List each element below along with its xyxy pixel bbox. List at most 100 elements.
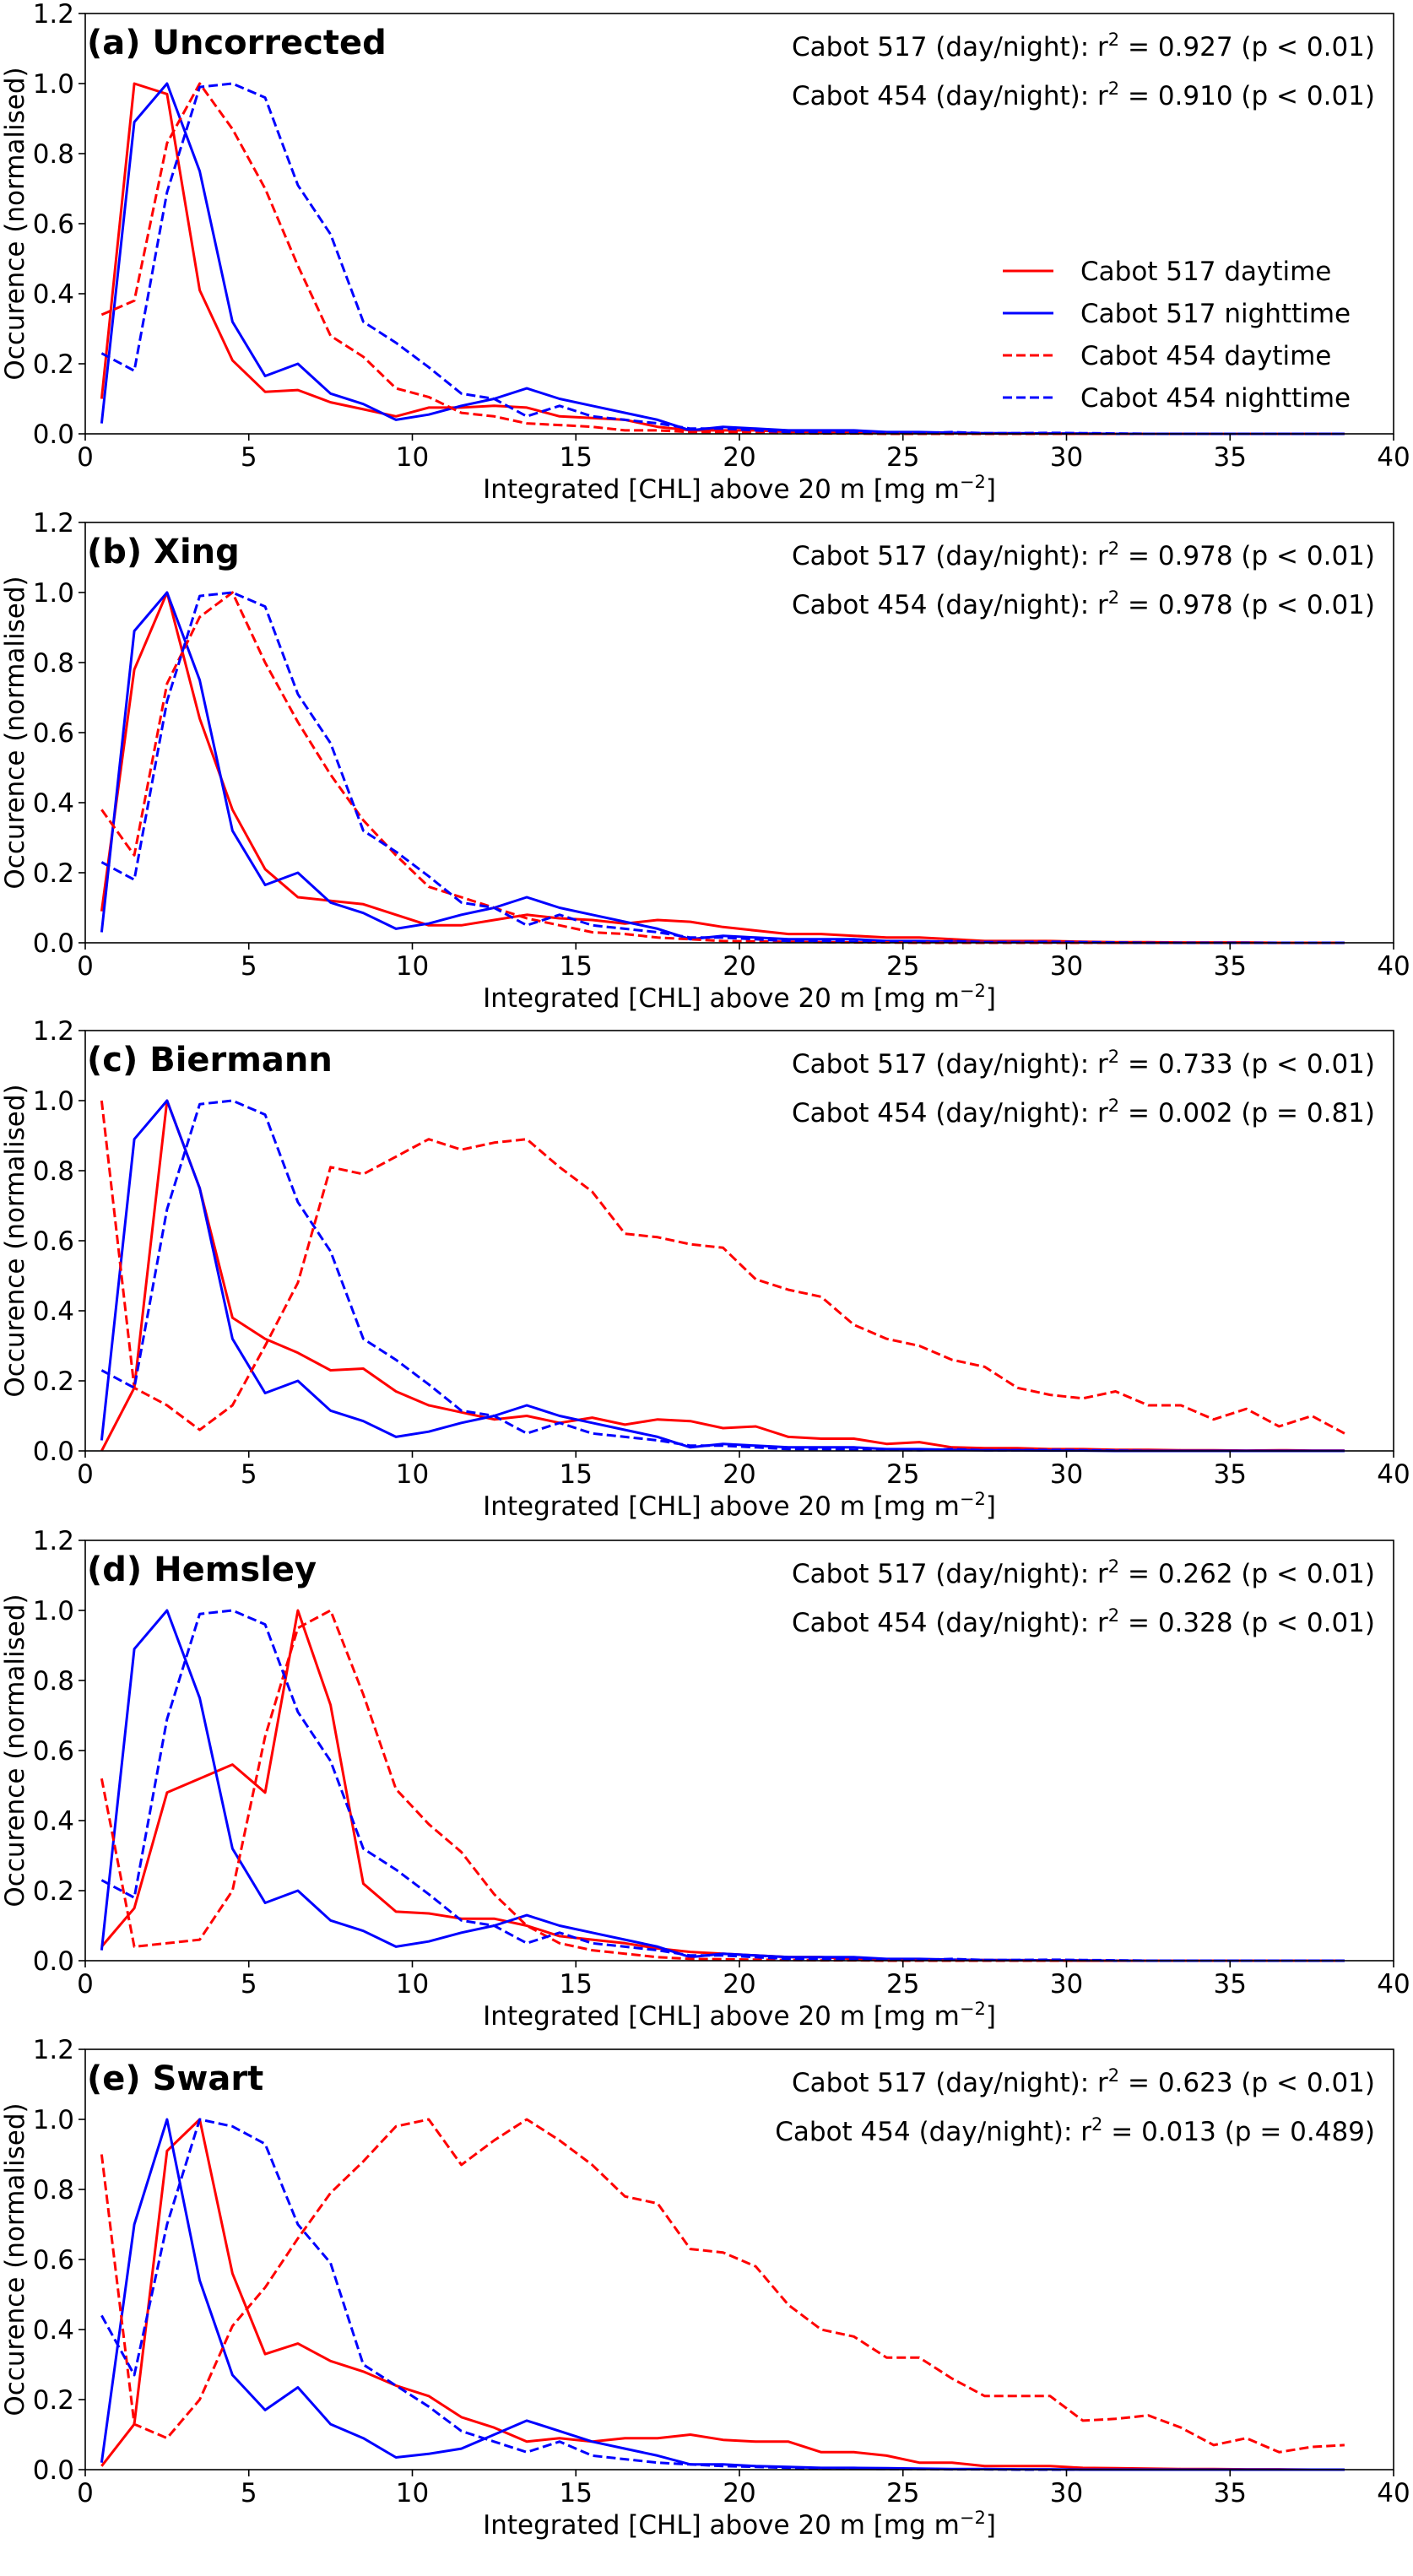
x-axis-label-main: Integrated [CHL] above 20 m [mg m [483,1491,960,1522]
panel-title: (e) Swart [87,2059,263,2098]
x-axis-label-main: Integrated [CHL] above 20 m [mg m [483,983,960,1014]
x-axis-label-sup: −2 [960,472,986,492]
annotation-text: = 0.978 (p < 0.01) [1119,541,1375,571]
x-tick-label: 40 [1377,2478,1410,2508]
x-tick-label: 20 [723,2478,755,2508]
x-tick-label: 0 [77,1459,94,1490]
y-tick-label: 0.0 [33,2455,74,2486]
x-axis-label-end: ] [986,2510,996,2541]
legend-label: Cabot 517 daytime [1080,257,1331,287]
panel-title: (b) Xing [87,533,240,571]
series-line-cabot-517-nighttime [100,1099,1345,1453]
x-axis-label-sup: −2 [960,1489,986,1509]
x-axis-label: Integrated [CHL] above 20 m [mg m−2] [483,1999,996,2032]
x-tick-label: 25 [886,951,919,982]
x-tick-label: 35 [1214,1459,1247,1490]
y-tick-label: 0.2 [33,2385,74,2416]
annotation-text: = 0.013 (p = 0.489) [1102,2117,1375,2147]
annotation-text: Cabot 517 (day/night): r [792,1559,1108,1589]
y-tick-label: 0.0 [33,419,74,450]
y-tick-label: 1.2 [33,508,74,538]
x-tick-label: 30 [1050,951,1083,982]
annotation-text: Cabot 517 (day/night): r [792,2068,1108,2098]
annotation-text: Cabot 454 (day/night): r [792,1608,1108,1638]
r2-annotation: Cabot 454 (day/night): r2 = 0.002 (p = 0… [792,1096,1375,1128]
y-tick-label: 0.6 [33,1226,74,1257]
r2-annotation: Cabot 517 (day/night): r2 = 0.733 (p < 0… [792,1047,1375,1080]
x-tick-label: 15 [560,1969,593,2000]
x-tick-label: 10 [396,1969,429,2000]
r2-annotation: Cabot 454 (day/night): r2 = 0.013 (p = 0… [775,2114,1375,2147]
r2-annotation: Cabot 517 (day/night): r2 = 0.623 (p < 0… [792,2065,1375,2098]
y-tick-label: 0.6 [33,2245,74,2276]
x-tick-label: 0 [77,1969,94,2000]
annotation-sup: 2 [1108,1605,1119,1626]
legend-label: Cabot 517 nighttime [1080,299,1351,329]
annotation-sup: 2 [1108,30,1119,50]
x-tick-label: 5 [241,2478,257,2508]
annotation-text: Cabot 454 (day/night): r [792,81,1108,111]
x-tick-label: 0 [77,2478,94,2508]
annotation-text: = 0.262 (p < 0.01) [1119,1559,1375,1589]
panel-b: 0 5 10 15 20 25 30 35 40 0.0 0.2 0.4 0.6 0.8 1.0 1.2 Int… [0,508,1410,1014]
annotation-sup: 2 [1108,78,1119,99]
y-tick-label: 1.2 [33,1526,74,1556]
y-tick-label: 0.2 [33,1876,74,1907]
y-axis-label: Occurence (normalised) [0,1594,30,1907]
r2-annotation: Cabot 454 (day/night): r2 = 0.328 (p < 0… [792,1605,1375,1638]
y-tick-label: 0.6 [33,1736,74,1767]
x-tick-label: 30 [1050,442,1083,473]
y-tick-label: 0.2 [33,349,74,380]
y-tick-label: 0.8 [33,139,74,170]
y-axis-label: Occurence (normalised) [0,2102,30,2416]
x-axis-label: Integrated [CHL] above 20 m [mg m−2] [483,981,996,1014]
annotation-text: Cabot 454 (day/night): r [792,1098,1108,1128]
y-tick-label: 0.4 [33,1296,74,1327]
series-line-cabot-517-nighttime [100,2118,1345,2471]
y-tick-label: 1.0 [33,2105,74,2135]
legend-label: Cabot 454 nighttime [1080,383,1351,414]
x-tick-label: 10 [396,2478,429,2508]
x-tick-label: 30 [1050,1969,1083,2000]
y-tick-label: 1.0 [33,578,74,609]
r2-annotation: Cabot 454 (day/night): r2 = 0.910 (p < 0… [792,78,1375,111]
r2-annotation: Cabot 517 (day/night): r2 = 0.978 (p < 0… [792,538,1375,571]
x-axis-label-end: ] [986,983,996,1014]
panel-d: 0 5 10 15 20 25 30 35 40 0.0 0.2 0.4 0.6 0.8 1.0 1.2 Int… [0,1526,1410,2032]
y-axis-label: Occurence (normalised) [0,67,30,380]
x-tick-label: 20 [723,1459,755,1490]
annotation-sup: 2 [1108,1556,1119,1577]
annotation-sup: 2 [1108,587,1119,608]
y-tick-label: 0.4 [33,2315,74,2346]
y-tick-label: 0.6 [33,718,74,749]
y-tick-label: 0.4 [33,279,74,310]
series-line-cabot-454-nighttime [100,1099,1345,1453]
y-tick-label: 1.2 [33,2035,74,2065]
series-line-cabot-517-daytime [100,591,1345,944]
x-axis-label-sup: −2 [960,981,986,1001]
annotation-sup: 2 [1108,1047,1119,1067]
annotation-text: Cabot 517 (day/night): r [792,541,1108,571]
x-tick-label: 15 [560,442,593,473]
x-axis-label-main: Integrated [CHL] above 20 m [mg m [483,2510,960,2541]
x-tick-label: 5 [241,1969,257,2000]
annotation-sup: 2 [1108,538,1119,559]
y-tick-label: 1.0 [33,1086,74,1117]
legend-label: Cabot 454 daytime [1080,341,1331,371]
panel-a: 0 5 10 15 20 25 30 35 40 0.0 0.2 0.4 0.6 0.8 1.0 1.2 Int… [0,0,1410,505]
y-tick-label: 1.2 [33,0,74,30]
series-line-cabot-454-daytime [100,1609,1345,1962]
annotation-sup: 2 [1108,2065,1119,2086]
annotation-text: = 0.002 (p = 0.81) [1119,1098,1375,1128]
annotation-text: Cabot 454 (day/night): r [792,590,1108,620]
x-tick-label: 40 [1377,442,1410,473]
y-tick-label: 1.2 [33,1016,74,1047]
y-tick-label: 0.8 [33,1156,74,1187]
x-tick-label: 15 [560,2478,593,2508]
y-tick-label: 0.8 [33,2175,74,2205]
x-tick-label: 0 [77,442,94,473]
x-tick-label: 5 [241,951,257,982]
annotation-text: Cabot 454 (day/night): r [775,2117,1091,2147]
x-tick-label: 0 [77,951,94,982]
